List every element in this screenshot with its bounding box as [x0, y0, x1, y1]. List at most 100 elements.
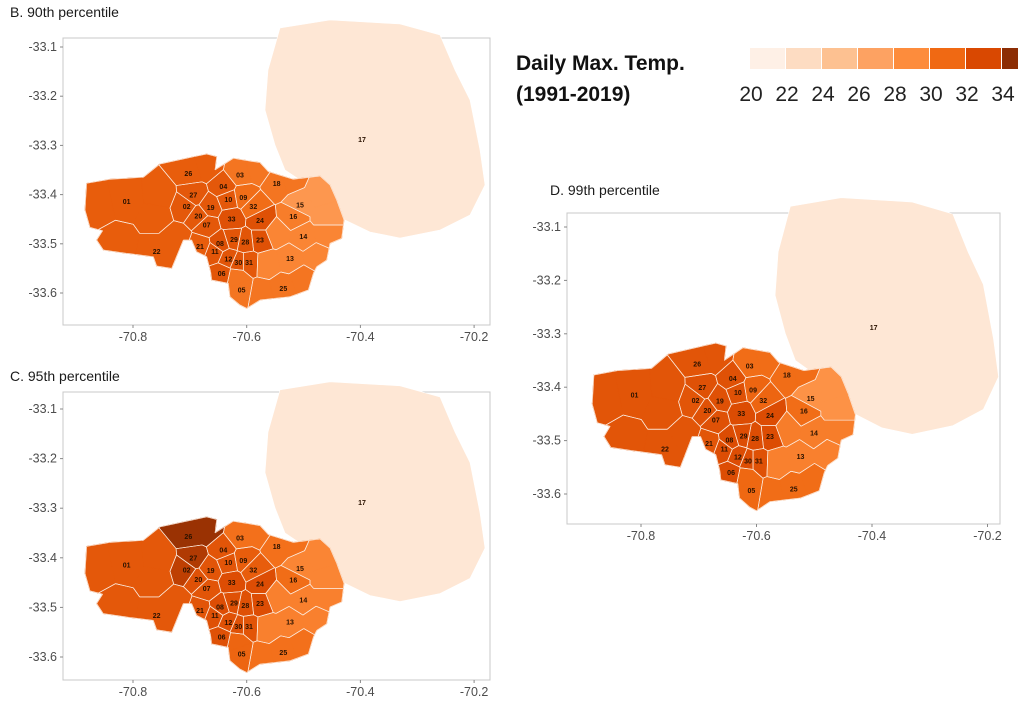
commune-border	[273, 660, 291, 663]
commune-border	[667, 354, 686, 378]
commune-label-06: 06	[727, 470, 735, 477]
commune-border	[661, 454, 666, 465]
commune-border	[730, 423, 733, 426]
commune-label-26: 26	[693, 362, 701, 369]
commune-border	[106, 542, 111, 544]
commune-label-17: 17	[358, 500, 366, 507]
commune-border	[211, 643, 228, 648]
commune-border	[234, 548, 237, 553]
commune-border	[204, 255, 207, 257]
commune-border	[718, 423, 731, 435]
commune-label-03: 03	[746, 363, 754, 370]
commune-border	[667, 415, 683, 430]
commune-border	[770, 381, 786, 399]
commune-label-26: 26	[184, 171, 192, 178]
commune-border	[209, 242, 224, 252]
commune-label-25: 25	[279, 286, 287, 293]
commune-border	[715, 359, 734, 376]
commune-border	[175, 603, 184, 623]
commune-border	[591, 403, 598, 423]
commune-border	[785, 395, 792, 399]
commune-label-27: 27	[189, 193, 197, 200]
commune-label-29: 29	[740, 433, 748, 440]
commune-border	[250, 593, 254, 615]
commune-border	[191, 595, 210, 602]
commune-border	[223, 591, 242, 594]
commune-border	[341, 224, 344, 239]
commune-label-15: 15	[296, 203, 304, 210]
commune-border	[89, 226, 99, 230]
commune-label-13: 13	[286, 256, 294, 263]
y-tick-label: -33.3	[533, 327, 562, 341]
commune-border	[171, 258, 177, 269]
commune-border	[98, 592, 103, 595]
commune-border	[737, 487, 740, 499]
commune-border	[640, 419, 649, 430]
commune-border	[259, 525, 269, 535]
commune-border	[240, 572, 247, 583]
commune-border	[667, 353, 669, 356]
commune-border	[623, 414, 642, 420]
commune-label-32: 32	[249, 567, 257, 574]
commune-border	[750, 381, 771, 404]
commune-border	[220, 591, 224, 594]
commune-label-01: 01	[631, 392, 639, 399]
commune-label-21: 21	[705, 441, 713, 448]
commune-border	[208, 554, 217, 561]
commune-label-22: 22	[153, 613, 161, 620]
commune-border	[191, 215, 208, 232]
commune-border	[96, 239, 104, 251]
y-tick-label: -33.4	[29, 551, 58, 565]
commune-border	[198, 554, 209, 569]
commune-border	[854, 414, 856, 421]
commune-label-33: 33	[737, 411, 745, 418]
commune-label-33: 33	[228, 217, 236, 224]
commune-border	[705, 448, 715, 454]
commune-border	[183, 568, 197, 587]
commune-border	[230, 632, 244, 635]
commune-border	[206, 256, 210, 267]
commune-border	[256, 640, 270, 644]
commune-label-25: 25	[279, 650, 287, 657]
commune-border	[799, 439, 814, 450]
commune-border	[691, 417, 701, 427]
commune-border	[245, 204, 275, 220]
commune-border	[287, 550, 305, 559]
commune-border	[236, 183, 253, 187]
legend-swatch	[858, 48, 893, 69]
commune-label-31: 31	[755, 459, 763, 466]
commune-border	[239, 304, 247, 309]
commune-border	[603, 436, 612, 448]
commune-border	[217, 262, 231, 269]
commune-border	[132, 224, 140, 234]
commune-border	[84, 209, 91, 228]
commune-border	[603, 426, 611, 437]
legend-swatch	[786, 48, 821, 69]
commune-border	[336, 564, 345, 584]
commune-border	[739, 448, 748, 468]
commune-border	[198, 190, 209, 205]
y-tick-label: -33.2	[29, 89, 58, 103]
commune-border	[228, 651, 231, 661]
y-tick-label: -33.3	[29, 501, 58, 515]
commune-border	[183, 222, 192, 232]
commune-border	[752, 469, 763, 479]
commune-border	[814, 463, 826, 471]
commune-border	[664, 464, 681, 468]
commune-border	[288, 264, 304, 275]
commune-border	[243, 614, 254, 617]
commune-border	[227, 632, 231, 648]
commune-border	[273, 296, 291, 299]
commune-border	[316, 623, 327, 631]
commune-border	[229, 296, 241, 306]
commune-border	[803, 368, 820, 371]
commune-border	[269, 171, 283, 177]
commune-border	[86, 542, 107, 547]
commune-label-22: 22	[661, 447, 669, 454]
map-panel-D: D. 99th percentile -33.1 -33.2 -33.3 -33.4 -3…	[533, 182, 1002, 543]
commune-border	[309, 175, 321, 178]
commune-border	[754, 349, 771, 353]
commune-border	[755, 397, 785, 414]
commune-border	[217, 626, 231, 633]
commune-border	[751, 420, 756, 424]
